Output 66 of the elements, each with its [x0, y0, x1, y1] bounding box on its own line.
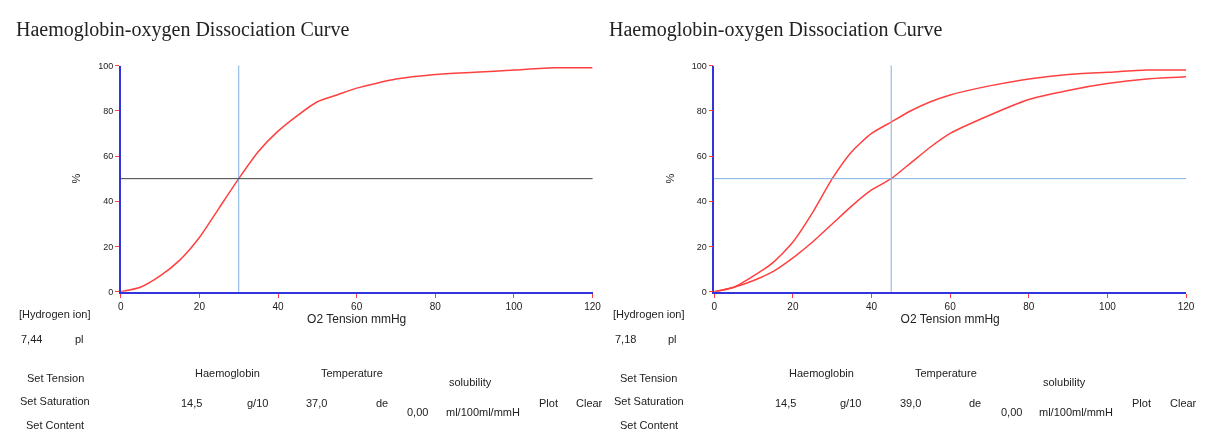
x-tick-label: 120 — [584, 300, 602, 312]
y-tick-label: 100 — [691, 60, 707, 71]
text: 7,18 — [615, 333, 637, 345]
text: Set Saturation — [20, 395, 90, 407]
text: Set Content — [26, 419, 85, 431]
text: 14,5 — [181, 397, 203, 409]
text: 37,0 — [306, 397, 328, 409]
text: g/10 — [840, 397, 862, 409]
y-tick-label: 0 — [108, 286, 114, 297]
y-tick-label: 20 — [696, 241, 707, 252]
x-tick-label: 80 — [429, 300, 442, 312]
y-tick-label: 60 — [103, 151, 114, 162]
text: Temperature — [321, 367, 383, 379]
x-tick-label: 100 — [505, 300, 523, 312]
text: Plot — [1132, 397, 1151, 409]
text: 0,00 — [1001, 406, 1023, 418]
chart-title: Haemoglobin-oxygen Dissociation Curve — [609, 18, 943, 41]
y-tick-label: 40 — [103, 196, 114, 207]
text: Set Saturation — [614, 395, 684, 407]
text: Clear — [576, 397, 603, 409]
text: Set Content — [620, 419, 679, 431]
text: g/10 — [247, 397, 269, 409]
y-axis-title: % — [70, 173, 83, 184]
text: Clear — [1170, 397, 1197, 409]
y-tick-label: 40 — [696, 196, 707, 207]
chart-title: Haemoglobin-oxygen Dissociation Curve — [16, 18, 350, 41]
text: 39,0 — [900, 397, 922, 409]
text: 0,00 — [407, 406, 429, 418]
text: Haemoglobin — [195, 367, 260, 379]
y-tick-label: 80 — [103, 105, 114, 116]
text: [Hydrogen ion] — [613, 308, 685, 320]
text: solubility — [449, 376, 492, 388]
text: Set Tension — [27, 372, 85, 384]
x-tick-label: 20 — [787, 300, 799, 312]
x-tick-label: 20 — [193, 300, 206, 312]
x-tick-label: 100 — [1099, 300, 1117, 312]
x-tick-label: 120 — [1177, 300, 1195, 312]
text: Haemoglobin — [789, 367, 854, 379]
x-tick-label: 40 — [865, 300, 878, 312]
y-axis-title: % — [663, 173, 676, 184]
x-tick-label: 0 — [117, 300, 124, 312]
x-tick-label: 60 — [351, 300, 363, 312]
text: de — [376, 397, 389, 409]
text: de — [969, 397, 982, 409]
text: ml/100ml/mmH — [446, 406, 521, 418]
text: ml/100ml/mmH — [1039, 406, 1114, 418]
text: pl — [668, 333, 677, 345]
text: Plot — [539, 397, 558, 409]
text: Temperature — [915, 367, 977, 379]
x-axis-title: O2 Tension mmHg — [900, 311, 1000, 326]
x-axis-title: O2 Tension mmHg — [307, 311, 407, 326]
text: Set Tension — [620, 372, 678, 384]
text: solubility — [1043, 376, 1086, 388]
x-tick-label: 0 — [711, 300, 718, 312]
text: pl — [75, 333, 84, 345]
y-tick-label: 0 — [701, 286, 707, 297]
x-tick-label: 60 — [944, 300, 957, 312]
text: 14,5 — [775, 397, 797, 409]
x-tick-label: 80 — [1023, 300, 1035, 312]
text: [Hydrogen ion] — [19, 308, 91, 320]
y-tick-label: 60 — [696, 151, 707, 162]
x-tick-label: 40 — [272, 300, 285, 312]
y-tick-label: 20 — [103, 241, 114, 252]
y-tick-label: 80 — [696, 105, 707, 116]
text: 7,44 — [21, 333, 43, 345]
y-tick-label: 100 — [98, 60, 114, 71]
